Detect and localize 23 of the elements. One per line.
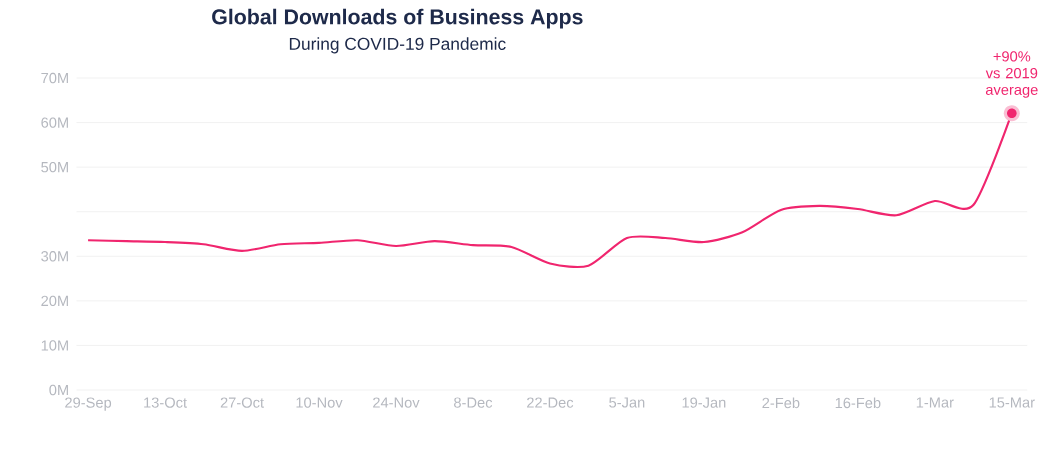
x-tick-label: 22-Dec	[527, 397, 574, 408]
x-tick-label: 16-Feb	[835, 397, 881, 409]
y-tick-label: 0M	[49, 384, 68, 396]
y-tick-label: 50M	[41, 161, 68, 173]
chart-title: Global Downloads of Business Apps	[212, 8, 583, 29]
x-tick-label: 29-Sep	[65, 397, 112, 411]
y-tick-label: 10M	[41, 340, 68, 351]
x-tick-label: 13-Oct	[144, 397, 187, 408]
x-tick-label: 2-Feb	[762, 397, 800, 409]
x-tick-label: 10-Nov	[296, 397, 343, 408]
x-tick-label: 1-Mar	[916, 397, 954, 408]
x-tick-label: 27-Oct	[220, 397, 264, 408]
y-tick-label: 30M	[41, 251, 68, 262]
x-tick-label: 24-Nov	[373, 397, 420, 408]
x-tick-label: 5-Jan	[609, 397, 645, 408]
x-tick-label: 19-Jan	[682, 397, 726, 408]
annotation: +90% vs 2019 average	[985, 51, 1038, 98]
chart-subtitle: During COVID-19 Pandemic	[289, 37, 506, 54]
x-tick-label: 15-Mar	[989, 397, 1035, 408]
x-tick-label: 8-Dec	[454, 397, 493, 408]
y-tick-label: 70M	[41, 72, 68, 84]
y-tick-label: 60M	[41, 117, 68, 128]
y-tick-label: 20M	[41, 295, 68, 307]
